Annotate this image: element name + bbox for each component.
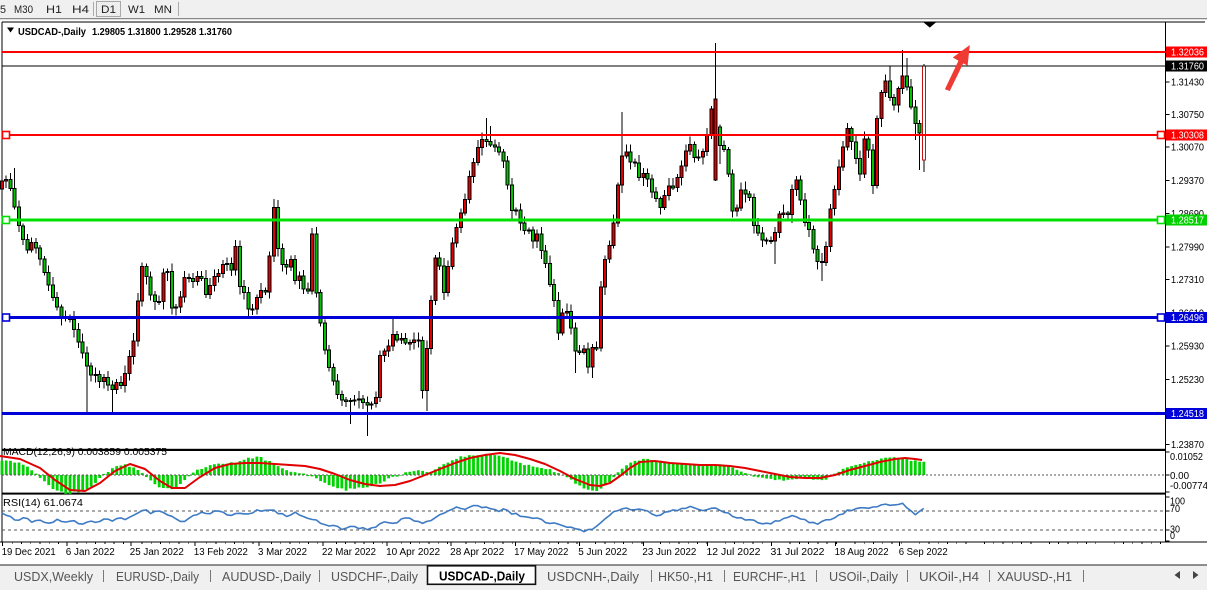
svg-text:USOil-,Daily: USOil-,Daily	[829, 569, 898, 584]
svg-text:70: 70	[1170, 504, 1180, 515]
svg-text:1.28690: 1.28690	[1171, 209, 1204, 220]
svg-text:19 Dec 2021: 19 Dec 2021	[2, 547, 56, 558]
svg-text:1.30070: 1.30070	[1171, 143, 1204, 154]
svg-text:5 Jun 2022: 5 Jun 2022	[578, 547, 627, 558]
svg-text:MN: MN	[154, 4, 172, 16]
svg-text:0: 0	[1170, 531, 1175, 542]
svg-text:13 Feb 2022: 13 Feb 2022	[194, 547, 248, 558]
svg-text:0.01052: 0.01052	[1170, 452, 1203, 463]
svg-text:RSI(14) 61.0674: RSI(14) 61.0674	[3, 498, 83, 509]
svg-text:1.24518: 1.24518	[1171, 409, 1204, 420]
svg-text:1.25930: 1.25930	[1171, 341, 1204, 352]
svg-text:1.27310: 1.27310	[1171, 275, 1204, 286]
svg-text:6 Jan 2022: 6 Jan 2022	[66, 547, 115, 558]
svg-text:USDCAD-,Daily: USDCAD-,Daily	[439, 569, 526, 584]
svg-text:HK50-,H1: HK50-,H1	[658, 569, 713, 584]
svg-text:100: 100	[1170, 497, 1185, 508]
svg-text:MACD(12,26,9) 0.003859 0.00537: MACD(12,26,9) 0.003859 0.005375	[3, 447, 167, 458]
svg-text:1.30750: 1.30750	[1171, 110, 1204, 121]
svg-text:1.29805 1.31800 1.29528 1.3176: 1.29805 1.31800 1.29528 1.31760	[92, 27, 232, 38]
svg-text:W1: W1	[128, 4, 145, 16]
svg-text:31 Jul 2022: 31 Jul 2022	[771, 547, 825, 558]
svg-text:1.32036: 1.32036	[1171, 48, 1204, 59]
svg-text:6 Sep 2022: 6 Sep 2022	[899, 547, 948, 558]
svg-text:USDCHF-,Daily: USDCHF-,Daily	[331, 569, 418, 584]
svg-text:USDCAD-,Daily: USDCAD-,Daily	[18, 27, 86, 38]
svg-text:10 Apr 2022: 10 Apr 2022	[386, 547, 440, 558]
svg-text:H4: H4	[72, 4, 89, 16]
svg-text:AUDUSD-,Daily: AUDUSD-,Daily	[222, 569, 311, 584]
svg-text:USDCNH-,Daily: USDCNH-,Daily	[547, 569, 639, 584]
svg-text:17 May 2022: 17 May 2022	[514, 547, 568, 558]
svg-text:M30: M30	[14, 4, 33, 16]
svg-text:1.31760: 1.31760	[1171, 62, 1204, 73]
svg-text:23 Jun 2022: 23 Jun 2022	[642, 547, 696, 558]
svg-text:1.27990: 1.27990	[1171, 242, 1204, 253]
svg-text:-0.00774: -0.00774	[1170, 481, 1207, 492]
svg-text:0.00: 0.00	[1170, 471, 1189, 482]
svg-text:3 Mar 2022: 3 Mar 2022	[258, 547, 307, 558]
svg-text:30: 30	[1170, 525, 1180, 536]
svg-text:USDX,Weekly: USDX,Weekly	[14, 569, 93, 584]
svg-text:EURCHF-,H1: EURCHF-,H1	[733, 569, 806, 584]
svg-text:1.31430: 1.31430	[1171, 77, 1204, 88]
svg-text:1.30308: 1.30308	[1171, 131, 1204, 142]
svg-text:UKOil-,H4: UKOil-,H4	[919, 569, 979, 584]
svg-text:H1: H1	[46, 4, 62, 16]
svg-text:1.28517: 1.28517	[1171, 216, 1204, 227]
svg-text:18 Aug 2022: 18 Aug 2022	[835, 547, 889, 558]
svg-text:1.29370: 1.29370	[1171, 176, 1204, 187]
svg-text:D1: D1	[101, 4, 116, 16]
svg-text:1.25230: 1.25230	[1171, 375, 1204, 386]
svg-text:1.23870: 1.23870	[1171, 440, 1204, 451]
svg-text:1.26496: 1.26496	[1171, 313, 1204, 324]
svg-text:12 Jul 2022: 12 Jul 2022	[707, 547, 761, 558]
svg-text:22 Mar 2022: 22 Mar 2022	[322, 547, 376, 558]
svg-text:25 Jan 2022: 25 Jan 2022	[130, 547, 184, 558]
svg-text:28 Apr 2022: 28 Apr 2022	[450, 547, 504, 558]
svg-text:EURUSD-,Daily: EURUSD-,Daily	[116, 569, 199, 584]
svg-text:XAUUSD-,H1: XAUUSD-,H1	[997, 569, 1072, 584]
svg-text:5: 5	[0, 4, 6, 16]
